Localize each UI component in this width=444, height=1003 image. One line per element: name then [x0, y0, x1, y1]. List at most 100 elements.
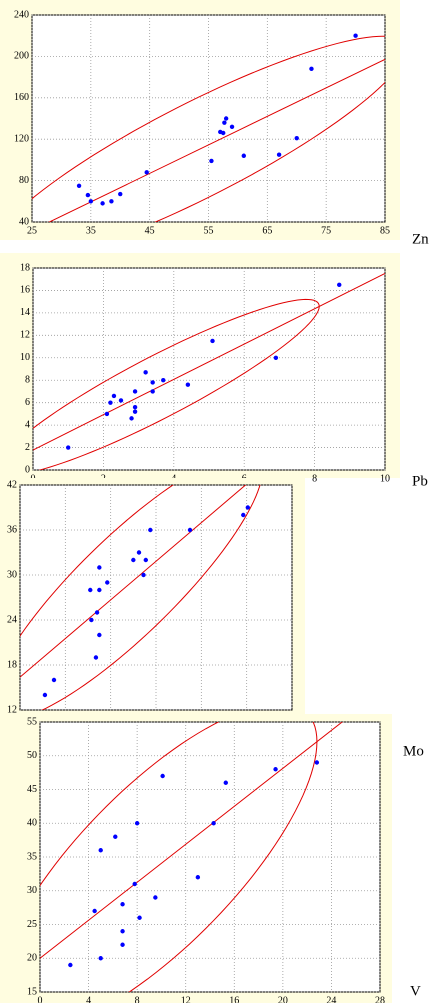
y-tick-label: 25 [27, 919, 37, 930]
data-point [68, 962, 73, 968]
data-point [113, 834, 118, 839]
data-point [276, 152, 282, 157]
data-point [131, 557, 136, 563]
y-tick-label: 200 [14, 51, 29, 62]
x-tick-label: 0 [38, 995, 43, 1003]
y-tick-label: 8 [25, 375, 30, 386]
x-tick-label: 8 [135, 995, 140, 1003]
fit-group [40, 722, 343, 992]
plot-area [31, 14, 386, 223]
y-tick-label: 16 [20, 285, 30, 296]
data-point [97, 587, 102, 593]
x-tick-label: 85 [380, 225, 390, 236]
y-tick-label: 50 [27, 750, 37, 761]
y-tick-label: 18 [20, 262, 30, 273]
x-tick-label: 16 [229, 995, 239, 1003]
data-point [97, 565, 102, 570]
panel-label: V [410, 983, 421, 999]
y-tick-label: 2 [25, 442, 30, 453]
data-point [309, 66, 314, 72]
y-tick-label: 18 [7, 659, 17, 670]
x-tick-label: 75 [321, 225, 331, 236]
data-point [132, 389, 138, 394]
data-point [132, 409, 138, 414]
data-point [98, 848, 103, 853]
data-point [97, 632, 102, 638]
data-point [100, 201, 105, 206]
data-point [136, 550, 142, 555]
y-tick-label: 0 [25, 464, 30, 475]
y-tick-label: 42 [7, 479, 17, 490]
data-point [105, 580, 110, 585]
data-point [314, 760, 320, 765]
data-point [120, 942, 125, 947]
data-point [273, 767, 278, 772]
y-tick-label: 55 [27, 716, 37, 727]
plot-area [32, 267, 386, 471]
data-point [143, 557, 148, 563]
confidence-ellipse [33, 298, 320, 470]
data-point [109, 199, 114, 204]
data-point [144, 170, 149, 175]
data-point [120, 902, 125, 907]
x-tick-label: 55 [204, 225, 214, 236]
data-point [294, 135, 299, 141]
y-tick-label: 14 [20, 307, 30, 318]
data-point [93, 655, 99, 660]
data-point [143, 370, 148, 375]
data-point [245, 505, 250, 510]
confidence-ellipse [20, 485, 261, 710]
data-point [132, 404, 138, 410]
data-point [137, 915, 142, 920]
data-point [150, 389, 155, 394]
y-tick-label: 80 [19, 175, 29, 186]
regression-line [33, 272, 385, 451]
x-tick-label: 28 [375, 995, 385, 1003]
x-tick-label: 35 [86, 225, 96, 236]
panel-label: Pb [412, 473, 428, 489]
data-point [195, 875, 201, 880]
confidence-ellipse [32, 35, 385, 222]
plot-area [39, 721, 381, 993]
y-tick-label: 15 [27, 986, 37, 997]
data-point [161, 378, 166, 383]
y-tick-label: 36 [7, 524, 17, 535]
data-point [185, 382, 191, 387]
data-point [150, 380, 155, 385]
data-point [92, 908, 97, 914]
data-point [134, 821, 140, 826]
data-point [223, 780, 228, 785]
fit-group [33, 272, 385, 470]
data-point [211, 821, 216, 826]
x-tick-label: 45 [145, 225, 155, 236]
panel-label: Zn [412, 231, 429, 247]
data-point [88, 199, 94, 204]
data-point [229, 124, 235, 129]
data-point [222, 120, 227, 125]
panel-label: Mo [403, 743, 424, 759]
data-point [353, 33, 358, 38]
data-point [85, 192, 91, 198]
data-point [132, 881, 137, 887]
x-tick-label: 20 [278, 995, 288, 1003]
x-tick-label: 24 [326, 995, 336, 1003]
data-point [98, 956, 103, 961]
x-tick-label: 65 [262, 225, 272, 236]
regression-line [40, 722, 343, 959]
y-tick-label: 45 [27, 784, 37, 795]
data-point [153, 895, 158, 900]
data-point [210, 338, 215, 344]
data-point [187, 527, 193, 533]
regression-line [20, 485, 247, 678]
data-point [89, 617, 94, 623]
y-tick-label: 24 [7, 614, 17, 625]
y-tick-label: 40 [19, 216, 29, 227]
data-point [337, 282, 342, 288]
data-point [88, 587, 93, 593]
x-tick-label: 8 [312, 473, 317, 484]
y-tick-label: 6 [25, 397, 30, 408]
y-tick-label: 240 [14, 9, 29, 20]
y-tick-label: 160 [14, 92, 29, 103]
x-tick-label: 12 [181, 995, 191, 1003]
data-point [148, 527, 153, 533]
